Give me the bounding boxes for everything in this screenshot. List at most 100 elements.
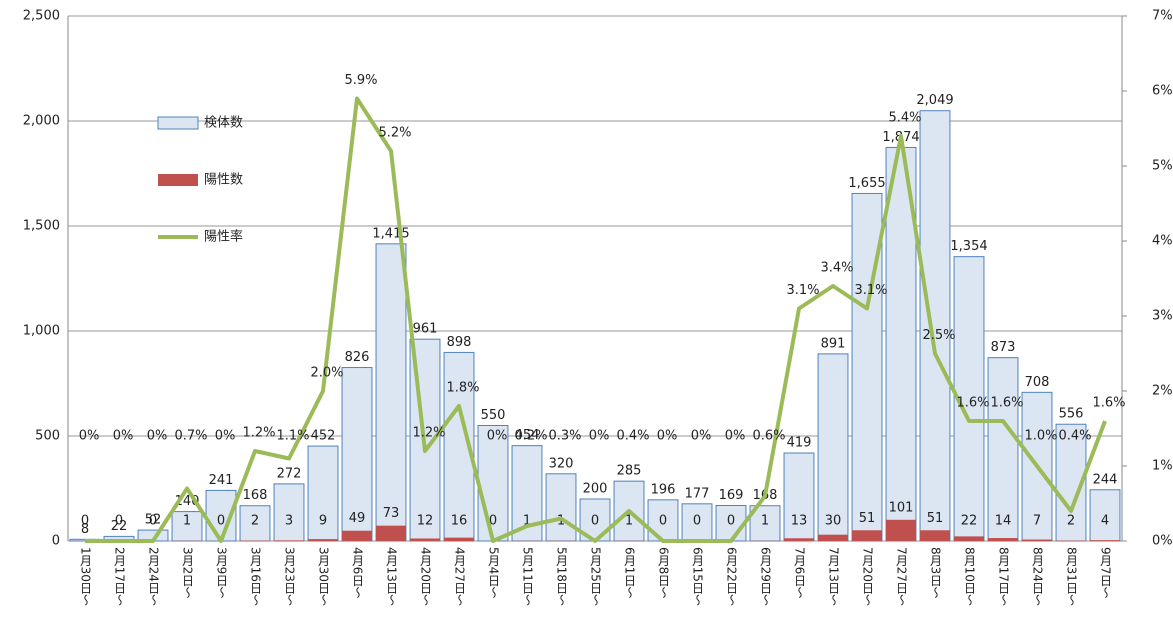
y-tick-label: 500 (35, 429, 60, 444)
data-label: 1.2% (412, 426, 445, 441)
data-label: 1,655 (848, 176, 885, 191)
data-label: 0.4% (1058, 429, 1091, 444)
data-label: 556 (1059, 407, 1084, 422)
bar (1090, 540, 1120, 541)
bar (274, 540, 304, 541)
x-tick-label: 7月27日～ (895, 547, 909, 606)
y2-tick-label: 4% (1152, 234, 1173, 249)
data-label: 30 (825, 514, 842, 529)
data-label: 1 (183, 514, 191, 529)
x-tick-label: 8月31日～ (1065, 547, 1079, 606)
data-label: 3 (285, 514, 293, 529)
data-label: 0.4% (616, 429, 649, 444)
data-label: 51 (927, 511, 944, 526)
data-label: 2.5% (922, 328, 955, 343)
x-tick-label: 3月23日～ (283, 547, 297, 606)
data-label: 13 (791, 514, 808, 529)
bar (852, 530, 882, 541)
data-label: 168 (243, 488, 268, 503)
legend-label: 陽性数 (204, 173, 243, 188)
data-label: 272 (277, 466, 302, 481)
x-tick-label: 4月20日～ (419, 547, 433, 606)
y2-tick-label: 0% (1152, 534, 1173, 549)
bar (342, 531, 372, 541)
x-tick-label: 6月29日～ (759, 547, 773, 606)
data-label: 2.0% (310, 366, 343, 381)
x-tick-label: 7月13日～ (827, 547, 841, 606)
bar (954, 536, 984, 541)
data-label: 3.1% (854, 283, 887, 298)
bar (376, 244, 406, 541)
data-label: 5.2% (378, 126, 411, 141)
data-label: 0 (81, 514, 89, 529)
bar (818, 535, 848, 541)
legend-swatch (158, 174, 198, 186)
data-label: 0.7% (174, 429, 207, 444)
data-label: 9 (319, 514, 327, 529)
data-label: 0 (659, 514, 667, 529)
x-tick-label: 5月25日～ (589, 547, 603, 606)
data-label: 961 (413, 322, 438, 337)
bar (1022, 540, 1052, 541)
data-label: 1.0% (1024, 429, 1057, 444)
data-label: 101 (889, 500, 914, 515)
x-tick-label: 3月9日～ (215, 547, 229, 598)
data-label: 0 (591, 514, 599, 529)
data-label: 49 (349, 511, 366, 526)
x-tick-label: 9月7日～ (1099, 547, 1113, 598)
x-tick-label: 4月27日～ (453, 547, 467, 606)
bar (444, 538, 474, 541)
bar (274, 484, 304, 541)
y2-tick-label: 6% (1152, 84, 1173, 99)
data-label: 0% (487, 429, 508, 444)
bar (784, 538, 814, 541)
data-label: 241 (209, 473, 234, 488)
data-label: 2 (251, 514, 259, 529)
bar (988, 538, 1018, 541)
data-label: 200 (583, 482, 608, 497)
data-label: 0% (113, 429, 134, 444)
data-label: 0% (657, 429, 678, 444)
data-label: 1.6% (956, 396, 989, 411)
x-tick-label: 3月16日～ (249, 547, 263, 606)
bar (308, 539, 338, 541)
data-label: 169 (719, 488, 744, 503)
x-tick-label: 7月20日～ (861, 547, 875, 606)
y2-tick-label: 5% (1152, 159, 1173, 174)
data-label: 550 (481, 408, 506, 423)
y-tick-label: 0 (52, 534, 60, 549)
data-label: 0% (691, 429, 712, 444)
legend-label: 検体数 (204, 116, 243, 131)
y-tick-label: 2,000 (23, 114, 60, 129)
data-label: 0 (217, 514, 225, 529)
data-label: 0 (149, 514, 157, 529)
data-label: 0.2% (514, 429, 547, 444)
data-label: 3.4% (820, 261, 853, 276)
data-label: 12 (417, 514, 434, 529)
data-label: 4 (1101, 514, 1109, 529)
legend-label: 陽性率 (204, 229, 243, 245)
data-label: 1.1% (276, 429, 309, 444)
data-label: 826 (345, 350, 370, 365)
data-label: 0.6% (752, 429, 785, 444)
x-tick-label: 7月6日～ (793, 547, 807, 598)
data-label: 873 (991, 340, 1016, 355)
data-label: 5.4% (888, 111, 921, 126)
data-label: 891 (821, 336, 846, 351)
data-label: 16 (451, 514, 468, 529)
x-tick-label: 2月24日～ (147, 547, 161, 606)
data-label: 0% (147, 429, 168, 444)
data-label: 1.2% (242, 426, 275, 441)
y-tick-label: 1,000 (23, 324, 60, 339)
x-tick-label: 8月17日～ (997, 547, 1011, 606)
y2-tick-label: 1% (1152, 459, 1173, 474)
data-label: 320 (549, 456, 574, 471)
bar (410, 538, 440, 541)
data-label: 708 (1025, 375, 1050, 390)
data-label: 0 (727, 514, 735, 529)
x-tick-label: 1月30日～ (79, 547, 93, 606)
x-tick-label: 6月22日～ (725, 547, 739, 606)
line (85, 99, 1105, 542)
data-label: 0 (115, 514, 123, 529)
data-label: 1 (761, 514, 769, 529)
